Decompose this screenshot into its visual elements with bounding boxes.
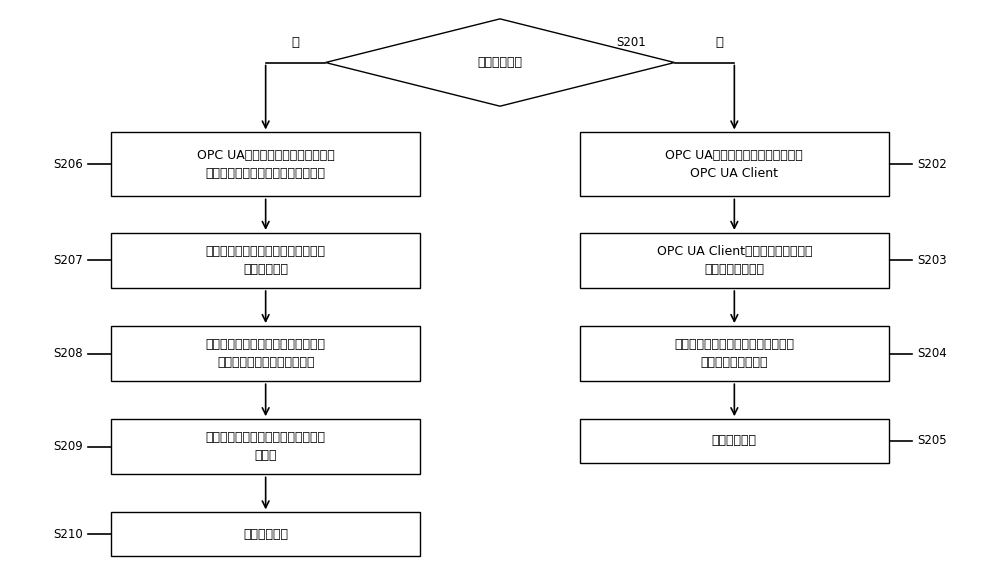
- Text: S206: S206: [53, 158, 83, 171]
- Text: S207: S207: [53, 254, 83, 267]
- Text: 现场人员根据故障诊断方法对故障进
行排除: 现场人员根据故障诊断方法对故障进 行排除: [206, 431, 326, 462]
- Text: 工程师根据模拟结果得出故障诊断方
法并将结果发送给下位机设备: 工程师根据模拟结果得出故障诊断方 法并将结果发送给下位机设备: [206, 338, 326, 369]
- FancyBboxPatch shape: [580, 419, 889, 463]
- Text: S205: S205: [917, 435, 946, 448]
- Text: S209: S209: [53, 441, 83, 453]
- Text: 设备控制系统模拟器根据调出的数据
进行故障再现: 设备控制系统模拟器根据调出的数据 进行故障再现: [206, 245, 326, 276]
- FancyBboxPatch shape: [111, 132, 420, 197]
- FancyBboxPatch shape: [111, 233, 420, 288]
- FancyBboxPatch shape: [580, 233, 889, 288]
- FancyBboxPatch shape: [111, 512, 420, 556]
- Text: 设备发生故障: 设备发生故障: [478, 56, 522, 69]
- Text: S208: S208: [54, 347, 83, 360]
- Text: OPC UA Client接收到数据传送到设
备控制系统模拟器: OPC UA Client接收到数据传送到设 备控制系统模拟器: [657, 245, 812, 276]
- Text: 否: 否: [715, 36, 723, 49]
- FancyBboxPatch shape: [111, 419, 420, 474]
- Text: S203: S203: [917, 254, 946, 267]
- Text: S204: S204: [917, 347, 947, 360]
- Text: OPC UA客户端根据上位机发送的调
出数据命令，从数据存储区调用数据: OPC UA客户端根据上位机发送的调 出数据命令，从数据存储区调用数据: [197, 149, 335, 180]
- Text: S202: S202: [917, 158, 947, 171]
- Text: S201: S201: [617, 36, 646, 49]
- Text: OPC UA服务器将各监控参数发送给
OPC UA Client: OPC UA服务器将各监控参数发送给 OPC UA Client: [665, 149, 803, 180]
- Text: 实现系统监控: 实现系统监控: [712, 435, 757, 448]
- Text: S210: S210: [53, 528, 83, 541]
- FancyBboxPatch shape: [580, 326, 889, 381]
- FancyBboxPatch shape: [580, 132, 889, 197]
- FancyBboxPatch shape: [111, 326, 420, 381]
- Polygon shape: [325, 19, 675, 106]
- Text: 故障诊断完成: 故障诊断完成: [243, 528, 288, 541]
- Text: 设备控制系统模拟器将各个参数的监
控信息显示到界面上: 设备控制系统模拟器将各个参数的监 控信息显示到界面上: [674, 338, 794, 369]
- Text: 是: 是: [292, 36, 300, 49]
